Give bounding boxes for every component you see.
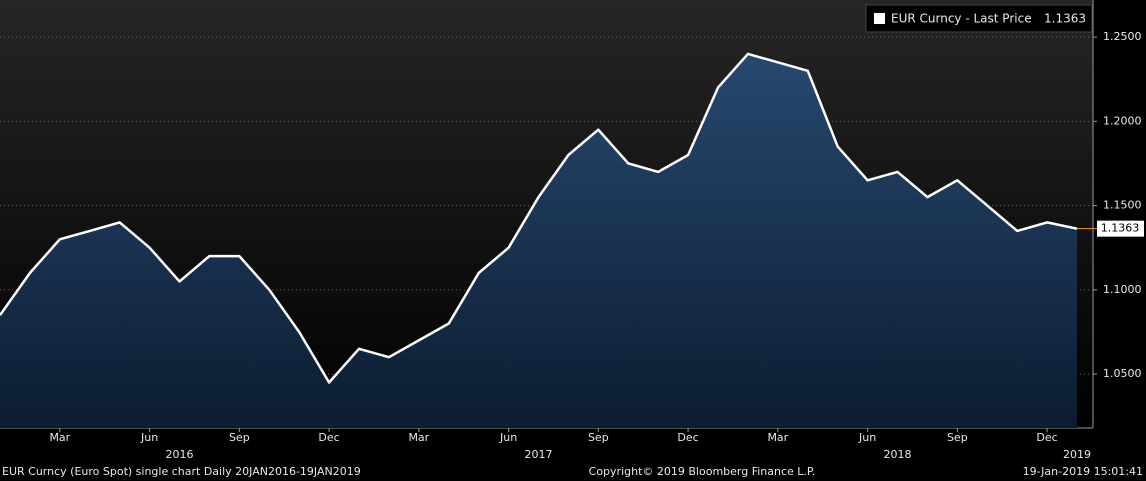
x-tick-label: Sep (588, 431, 609, 444)
y-tick-label: 1.2500 (1103, 30, 1142, 43)
y-tick-label: 1.1000 (1103, 283, 1142, 296)
y-tick-label: 1.0500 (1103, 367, 1142, 380)
year-label: 2018 (884, 448, 912, 461)
x-tick-label: Mar (408, 431, 429, 444)
legend-label: EUR Curncy - Last Price (891, 12, 1032, 26)
year-label: 2016 (166, 448, 194, 461)
price-line (0, 52, 1078, 384)
x-tick-label: Sep (229, 431, 250, 444)
area (0, 53, 1077, 429)
y-tick-label: 1.2000 (1103, 114, 1142, 127)
year-label: 2017 (525, 448, 553, 461)
legend-value: 1.1363 (1044, 12, 1086, 26)
legend-box (865, 4, 1093, 33)
x-tick-label: Jun (858, 431, 876, 444)
x-tick-label: Jun (499, 431, 517, 444)
x-tick-label: Dec (677, 431, 698, 444)
last-price-label: 1.1363 (1101, 222, 1140, 235)
x-tick-label: Jun (140, 431, 158, 444)
y-tick-label: 1.1500 (1103, 199, 1142, 212)
x-tick-label: Dec (318, 431, 339, 444)
footer-right: 19-Jan-2019 15:01:41 (1023, 465, 1143, 478)
x-axis-band (0, 428, 1146, 464)
footer-center: Copyright© 2019 Bloomberg Finance L.P. (589, 465, 816, 478)
footer-left: EUR Curncy (Euro Spot) single chart Dail… (2, 465, 361, 478)
x-tick-label: Mar (767, 431, 788, 444)
legend-swatch (874, 13, 885, 24)
x-tick-label: Mar (49, 431, 70, 444)
year-label: 2019 (1063, 448, 1091, 461)
x-tick-label: Sep (947, 431, 968, 444)
last-price-box (1097, 220, 1144, 237)
x-tick-label: Dec (1036, 431, 1057, 444)
